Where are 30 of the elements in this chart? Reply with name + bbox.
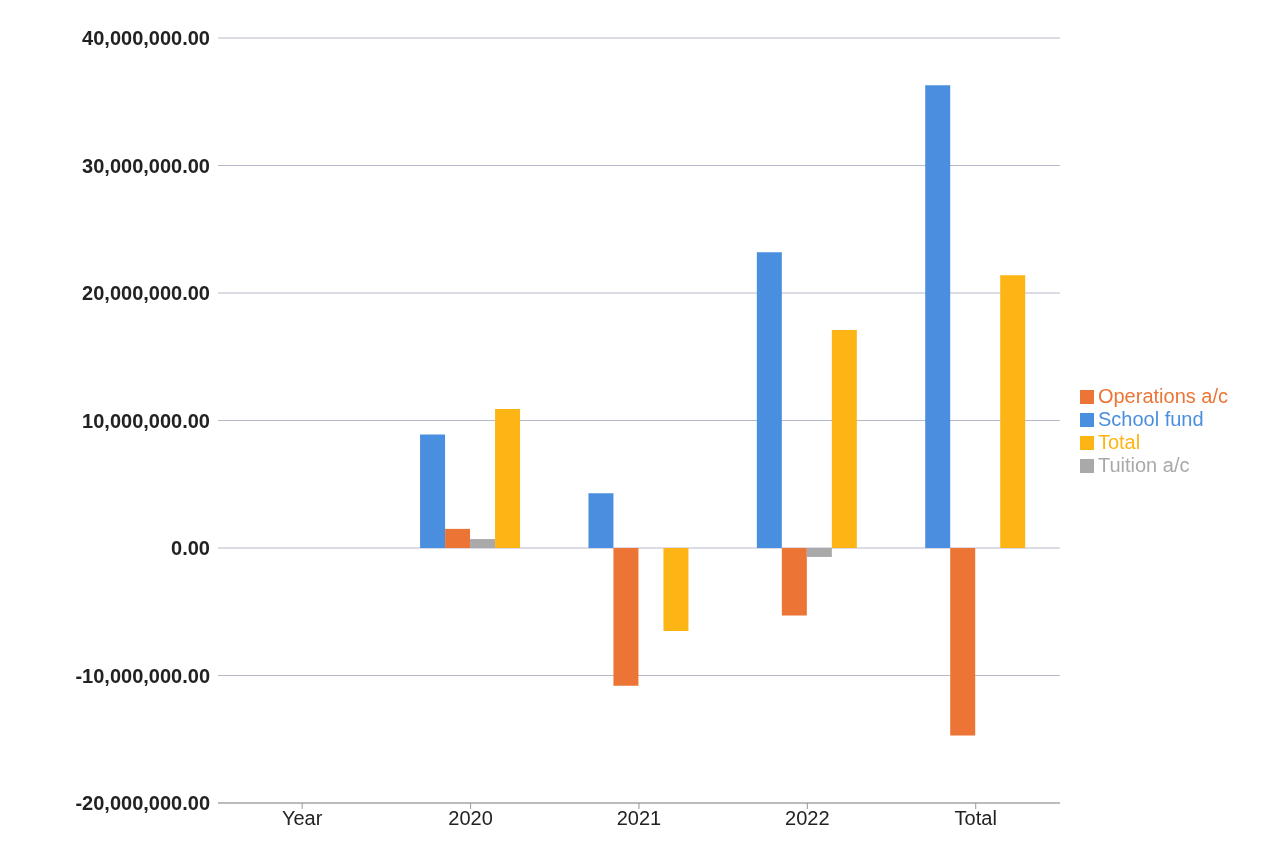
bar (663, 548, 689, 631)
legend-label: Tuition a/c (1097, 453, 1190, 476)
bar (1000, 275, 1026, 548)
bar (495, 409, 521, 548)
bar (420, 434, 446, 548)
legend-label: Operations a/c (1097, 384, 1228, 407)
bar (831, 329, 857, 548)
bar (781, 548, 807, 616)
x-tick-label: 2021 (616, 807, 662, 830)
bar (806, 548, 832, 557)
bar (950, 548, 976, 736)
legend-label: Total (1097, 430, 1141, 453)
bar (925, 85, 951, 548)
y-tick-label: 20,000,000.00 (82, 282, 210, 305)
bar (470, 539, 496, 548)
x-tick-label: Total (954, 807, 997, 830)
x-tick-label: 2020 (448, 807, 493, 830)
bar (613, 548, 639, 686)
bar (445, 528, 471, 548)
bar (588, 493, 614, 548)
x-tick-label: 2022 (785, 807, 830, 830)
legend-label: School fund (1097, 407, 1204, 430)
y-tick-label: -10,000,000.00 (75, 664, 210, 687)
y-tick-label: -20,000,000.00 (75, 792, 210, 815)
y-tick-label: 10,000,000.00 (82, 409, 210, 432)
y-tick-label: 30,000,000.00 (82, 154, 210, 177)
y-tick-label: 0.00 (171, 537, 210, 560)
y-tick-label: 40,000,000.00 (82, 27, 210, 50)
x-tick-label: Year (281, 807, 323, 830)
bar (756, 252, 782, 548)
